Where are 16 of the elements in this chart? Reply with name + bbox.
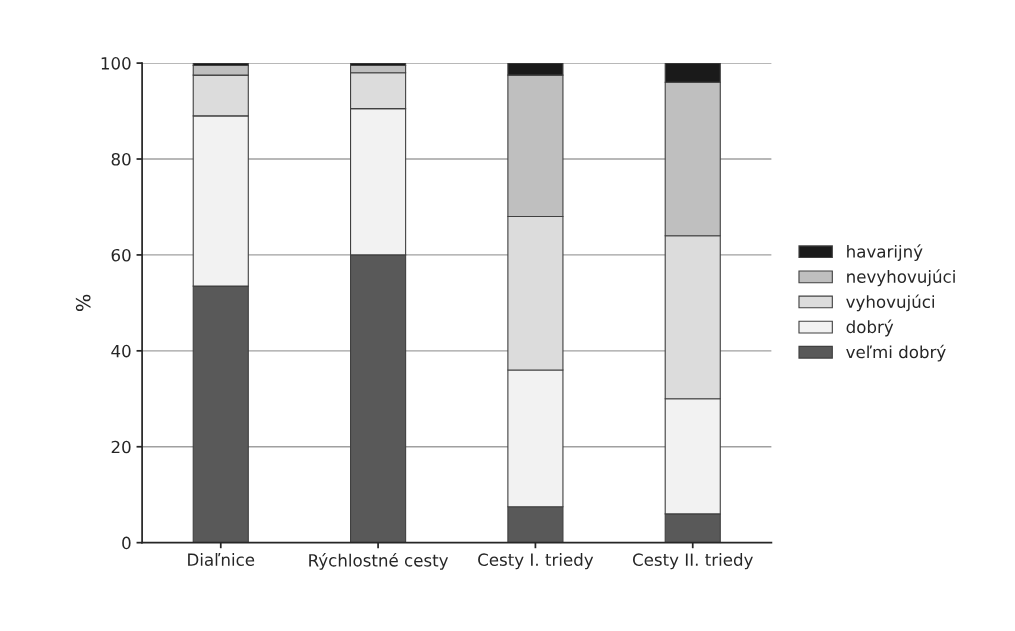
x-tick-label: Rýchlostné cesty (309, 553, 449, 570)
legend-label: vyhovujúci (846, 294, 934, 312)
y-tick-label: 40 (111, 344, 131, 358)
y-tick-label: 0 (122, 536, 131, 550)
y-tick-label: 100 (101, 57, 131, 70)
y-tick-label: 80 (111, 152, 131, 166)
legend-label: nevyhovujúci (847, 269, 955, 287)
y-axis-title: % (75, 294, 91, 312)
x-tick-label: Diaľnice (188, 553, 255, 566)
legend-label: havarijný (847, 244, 923, 262)
x-tick-label: Cesty I. triedy (478, 553, 594, 570)
y-tick-label: 60 (111, 248, 131, 262)
y-tick-label: 20 (111, 440, 131, 454)
x-tick-label: Cesty II. triedy (632, 553, 753, 570)
legend-label: veľmi dobrý (846, 344, 946, 362)
legend-label: dobrý (846, 319, 894, 337)
